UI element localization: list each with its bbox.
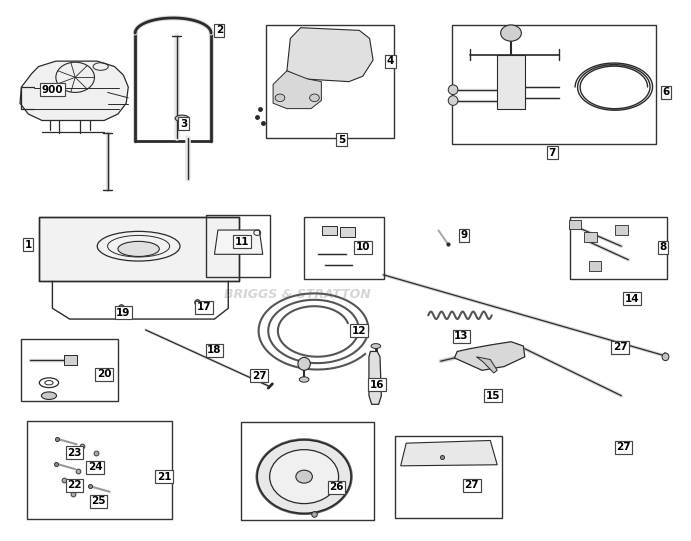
Polygon shape [401,440,498,466]
Circle shape [501,25,521,41]
Text: 17: 17 [197,302,211,312]
Circle shape [275,94,285,102]
Text: 27: 27 [616,443,631,452]
Polygon shape [340,227,355,236]
Text: 7: 7 [549,148,556,158]
Text: 1: 1 [25,240,32,249]
Polygon shape [287,28,373,82]
Text: 900: 900 [41,85,64,95]
Polygon shape [369,352,381,404]
Ellipse shape [448,96,458,105]
Text: 4: 4 [387,56,394,66]
Text: 27: 27 [613,342,627,352]
Text: 21: 21 [157,472,171,481]
Bar [615,225,627,235]
Bar [27,420,172,519]
Circle shape [310,94,319,102]
Bar [266,25,394,138]
Polygon shape [20,61,129,121]
Bar [584,232,596,242]
Text: 14: 14 [625,294,639,304]
Text: 15: 15 [486,391,500,401]
Text: 18: 18 [207,345,222,355]
Text: 22: 22 [67,480,82,490]
Text: 10: 10 [355,242,370,252]
Polygon shape [39,216,238,281]
Text: 5: 5 [338,135,345,145]
Text: 8: 8 [659,242,666,252]
Bar [589,261,601,271]
Polygon shape [214,230,263,254]
Bar [206,215,270,277]
Text: BRIGGS & STRATTON: BRIGGS & STRATTON [224,288,370,301]
Bar [240,421,374,520]
Text: 19: 19 [116,308,131,318]
Text: 27: 27 [252,371,267,381]
Text: 9: 9 [460,230,468,240]
Bar [569,220,581,229]
Circle shape [257,440,351,513]
Text: 2: 2 [216,25,223,35]
Text: 11: 11 [235,237,249,247]
Bar [570,216,667,279]
Ellipse shape [299,377,309,382]
Text: 13: 13 [454,331,468,341]
Polygon shape [455,342,524,371]
Polygon shape [322,226,337,235]
Polygon shape [477,357,498,373]
Polygon shape [273,71,321,109]
Ellipse shape [175,115,189,122]
Text: 23: 23 [67,448,82,458]
Text: 20: 20 [97,369,111,379]
Bar [21,339,118,401]
Bar [453,25,656,144]
Polygon shape [498,55,524,109]
Text: 27: 27 [464,480,479,490]
Bar [395,436,502,518]
Circle shape [269,450,339,504]
Text: 24: 24 [88,463,102,472]
Circle shape [296,470,312,483]
Bar [64,355,77,365]
Ellipse shape [118,241,160,256]
Text: 16: 16 [370,380,384,390]
Ellipse shape [298,358,310,371]
Bar [304,216,384,279]
Text: 3: 3 [180,118,187,129]
Ellipse shape [371,344,381,348]
Ellipse shape [662,353,669,361]
Text: 26: 26 [330,483,344,492]
Text: 6: 6 [663,88,670,97]
Text: 25: 25 [91,497,106,506]
Ellipse shape [41,392,57,399]
Text: 12: 12 [352,326,366,336]
Ellipse shape [448,85,458,95]
